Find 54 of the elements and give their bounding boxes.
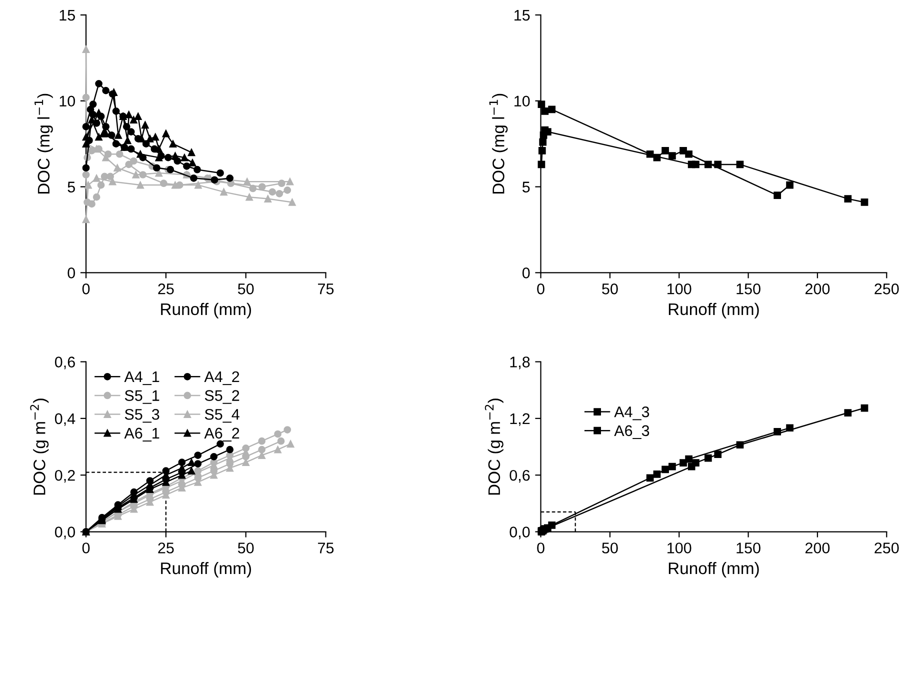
x-tick-label: 150 xyxy=(736,284,760,294)
y-tick-label: 0,0 xyxy=(510,526,530,540)
y-tick-label: 0,0 xyxy=(54,526,75,540)
y-tick-label: 0 xyxy=(522,268,530,278)
x-tick-label: 0 xyxy=(82,542,90,554)
y-tick-label: 1,2 xyxy=(510,413,530,426)
x-tick-label: 50 xyxy=(238,542,254,554)
legend-label: S5_3 xyxy=(124,408,160,423)
x-tick-label: 100 xyxy=(668,542,692,554)
x-tick-label: 150 xyxy=(736,542,760,554)
x-tick-label: 200 xyxy=(805,542,830,554)
legend-label: S5_4 xyxy=(204,408,240,423)
x-tick-label: 0 xyxy=(82,284,90,294)
y-tick-label: 0,6 xyxy=(54,356,75,370)
y-tick-label: 5 xyxy=(68,182,75,192)
x-tick-label: 25 xyxy=(158,284,174,294)
y-axis-title: DOC (mg l$^{−1}$) xyxy=(489,94,508,194)
x-tick-label: 50 xyxy=(602,542,618,554)
y-tick-label: 0,6 xyxy=(510,470,530,483)
legend-label: S5_1 xyxy=(124,390,160,404)
x-tick-label: 75 xyxy=(318,284,334,294)
x-tick-label: 50 xyxy=(238,284,254,294)
legend-label: S5_2 xyxy=(204,390,240,404)
x-tick-label: 75 xyxy=(318,542,334,554)
x-tick-label: 100 xyxy=(668,284,692,294)
y-tick-label: 0,2 xyxy=(54,470,75,483)
legend-label: A6_2 xyxy=(204,428,240,442)
x-tick-label: 250 xyxy=(874,542,899,554)
x-axis-title: Runoff (mm) xyxy=(668,302,759,318)
x-tick-label: 25 xyxy=(158,542,174,554)
x-axis-title: Runoff (mm) xyxy=(161,302,251,318)
legend-label: A6_1 xyxy=(124,428,160,442)
x-axis-title: Runoff (mm) xyxy=(161,562,251,578)
x-axis-title: Runoff (mm) xyxy=(668,562,759,578)
y-axis-title: DOC (mg l$^{−1}$) xyxy=(34,94,53,194)
x-tick-label: 50 xyxy=(602,284,618,294)
y-tick-label: 10 xyxy=(60,96,75,107)
x-tick-label: 0 xyxy=(537,284,544,294)
legend-label: A4_1 xyxy=(124,371,160,386)
y-tick-label: 1,8 xyxy=(510,356,530,370)
legend-label: A6_3 xyxy=(614,425,650,439)
y-axis-title: DOC (g m$^{−2}$) xyxy=(30,398,49,495)
y-tick-label: 15 xyxy=(60,10,75,21)
y-axis-title: DOC (g m$^{−2}$) xyxy=(484,398,504,495)
y-tick-label: 10 xyxy=(514,96,530,107)
legend-label: A4_2 xyxy=(204,371,240,386)
y-tick-label: 0 xyxy=(68,268,75,278)
x-tick-label: 250 xyxy=(874,284,899,294)
x-tick-label: 0 xyxy=(537,542,544,554)
legend-label: A4_3 xyxy=(614,406,650,420)
y-tick-label: 5 xyxy=(522,182,530,192)
x-tick-label: 200 xyxy=(805,284,830,294)
y-tick-label: 0,4 xyxy=(54,413,76,426)
y-tick-label: 15 xyxy=(514,10,530,21)
